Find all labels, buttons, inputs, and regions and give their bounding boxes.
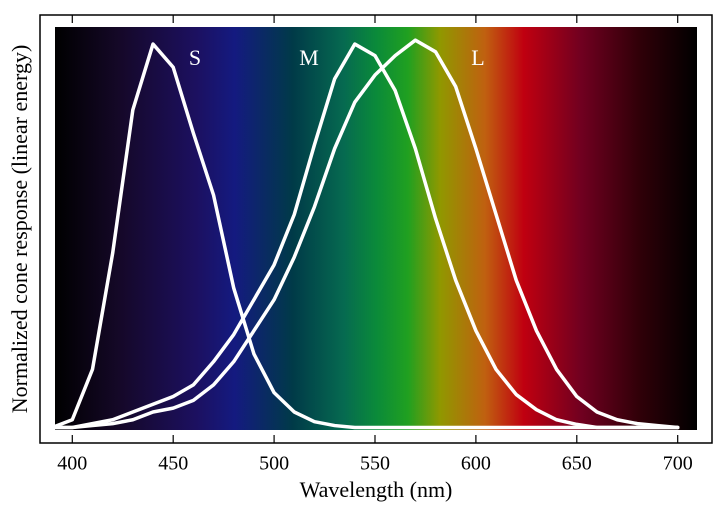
- series-label: L: [471, 45, 484, 70]
- x-tick-label: 650: [562, 453, 592, 475]
- x-tick-label: 600: [461, 453, 491, 475]
- x-tick-label: 400: [57, 453, 87, 475]
- x-axis-label: Wavelength (nm): [300, 477, 453, 502]
- series-label: S: [189, 45, 201, 70]
- x-tick-label: 450: [158, 453, 188, 475]
- spectrum: [55, 27, 697, 430]
- x-tick-label: 550: [360, 453, 390, 475]
- series-label: M: [299, 45, 319, 70]
- frame: [39, 14, 713, 444]
- x-tick-label: 700: [663, 453, 693, 475]
- y-axis-label: Normalized cone response (linear energy): [7, 45, 32, 414]
- cone-curve: [50, 42, 680, 430]
- x-tick-label: 500: [259, 453, 289, 475]
- cone-curve: [50, 38, 680, 430]
- cone-curve: [50, 42, 680, 430]
